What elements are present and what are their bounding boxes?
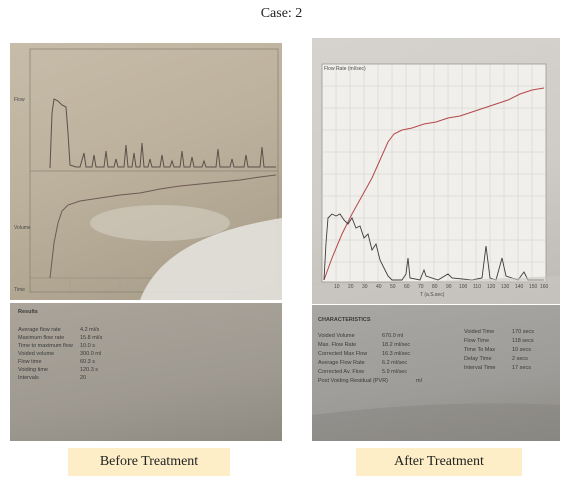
after-report-value: 17 secs — [512, 365, 531, 371]
after-graph-drawing — [312, 63, 560, 304]
x-tick: 80 — [432, 284, 438, 290]
after-x-axis-label: T (a.S.sec) — [420, 292, 445, 298]
x-tick: 130 — [501, 284, 510, 290]
after-report-label: Corrected Av. Flow — [318, 369, 364, 375]
after-report-label: Average Flow Rate — [318, 360, 365, 366]
before-report-value: 300.0 ml — [80, 351, 102, 357]
before-report-label: Time to maximum flow — [18, 343, 73, 349]
x-tick: 70 — [418, 284, 424, 290]
after-report-label: Time To Max — [464, 347, 496, 353]
after-graph-photo: Flow Rate (ml/sec) 10 20 30 40 50 60 70 … — [312, 38, 560, 304]
before-report-label: Voided volume — [18, 351, 55, 357]
after-report-label: Delay Time — [464, 356, 492, 362]
before-flow-label: Flow — [14, 97, 25, 103]
x-tick: 110 — [473, 284, 481, 290]
before-report-value: 10.0 s — [80, 343, 95, 349]
before-report-label: Voiding time — [18, 367, 48, 373]
x-tick: 160 — [540, 284, 549, 290]
after-report-value: 5.9 ml/sec — [382, 369, 408, 375]
after-report-value: 170 secs — [512, 329, 535, 335]
before-report-header: Results — [18, 309, 38, 315]
x-tick: 30 — [362, 284, 368, 290]
before-report-label: Flow time — [18, 359, 42, 365]
before-report-value: 120.3 s — [80, 367, 99, 373]
after-report-value: ml — [416, 378, 422, 384]
x-tick: 60 — [404, 284, 410, 290]
before-report-photo: Results Average flow rate 4.2 ml/s Maxim… — [10, 303, 282, 441]
before-treatment-caption: Before Treatment — [68, 448, 230, 476]
after-report-value: 118 secs — [512, 338, 534, 344]
after-report-label: Flow Time — [464, 338, 490, 344]
x-tick: 120 — [487, 284, 496, 290]
before-volume-label: Volume — [14, 225, 31, 231]
before-report-value: 4.2 ml/s — [80, 327, 100, 333]
before-report-value: 60.3 s — [80, 359, 95, 365]
before-time-label: Time — [14, 287, 25, 293]
after-report-value: 10 secs — [512, 347, 531, 353]
after-report-header: CHARACTERISTICS — [318, 317, 371, 323]
after-treatment-caption: After Treatment — [356, 448, 522, 476]
x-tick: 90 — [446, 284, 452, 290]
before-report-label: Average flow rate — [18, 327, 61, 333]
after-report-label: Post Voiding Residual (PVR) — [318, 378, 389, 384]
after-report-value: 6.2 ml/sec — [382, 360, 408, 366]
after-report-value: 16.3 ml/sec — [382, 351, 411, 357]
x-tick: 10 — [334, 284, 340, 290]
before-graph-photo: Flow Volume Time — [10, 43, 282, 300]
after-report-label: Voided Time — [464, 329, 495, 335]
x-tick: 140 — [515, 284, 524, 290]
x-tick: 150 — [529, 284, 538, 290]
before-report-label: Maximum flow rate — [18, 335, 65, 341]
before-report-value: 20 — [80, 375, 87, 381]
x-tick: 50 — [390, 284, 396, 290]
x-tick: 100 — [459, 284, 468, 290]
before-report-value: 15.8 ml/s — [80, 335, 103, 341]
before-report-label: Intervals — [18, 375, 39, 381]
x-tick: 20 — [348, 284, 354, 290]
after-report-label: Interval Time — [464, 365, 496, 371]
case-title: Case: 2 — [260, 6, 303, 21]
after-report-value: 2 secs — [512, 356, 528, 362]
after-report-label: Max. Flow Rate — [318, 342, 357, 348]
after-legend: Flow Rate (ml/sec) — [324, 66, 366, 72]
after-report-label: Voided Volume — [318, 333, 355, 339]
after-report-shadow — [312, 403, 560, 441]
after-report-label: Corrected Max Flow — [318, 351, 368, 357]
x-tick: 40 — [376, 284, 382, 290]
after-report-value: 670.0 ml — [382, 333, 404, 339]
after-report-value: 18.2 ml/sec — [382, 342, 411, 348]
after-report-photo: CHARACTERISTICS Voided Volume 670.0 ml M… — [312, 305, 560, 441]
before-graph-drawing — [29, 48, 282, 300]
